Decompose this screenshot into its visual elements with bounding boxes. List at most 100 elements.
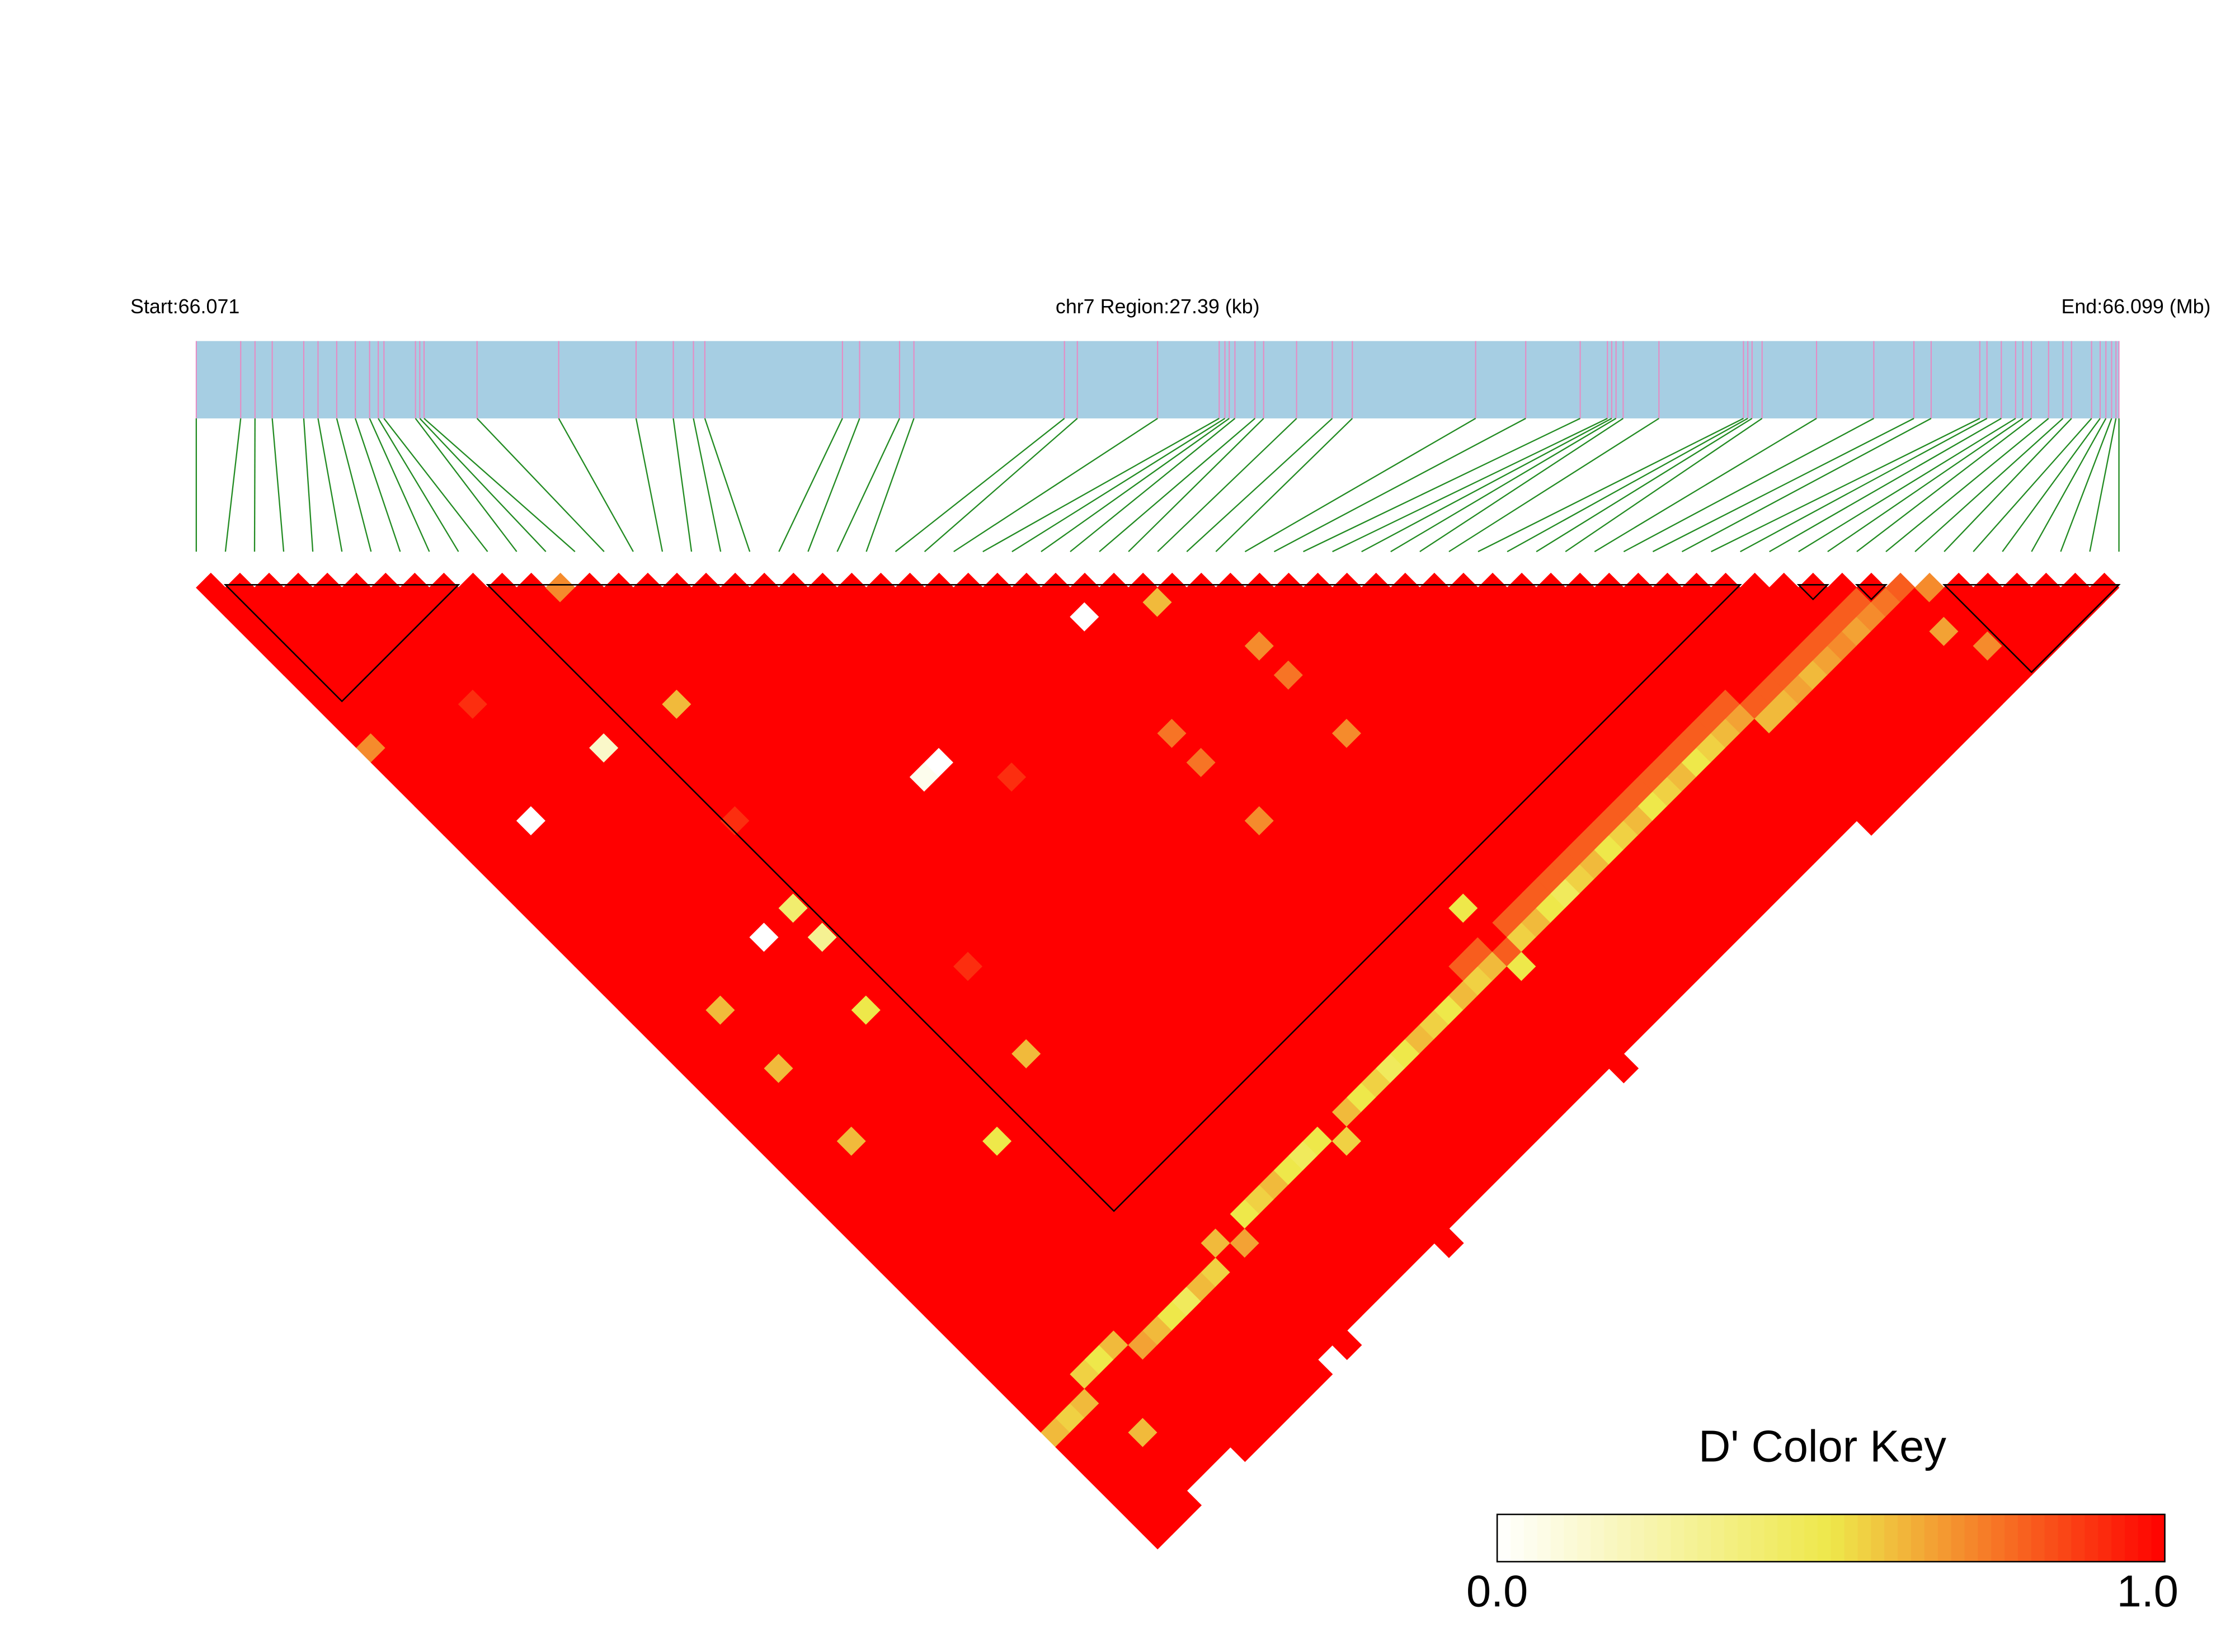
snp-link: [693, 418, 722, 552]
color-key-step: [1817, 1514, 1832, 1562]
color-key-step: [1523, 1514, 1538, 1562]
snp-link: [1507, 417, 1748, 553]
snp-link: [383, 418, 488, 552]
color-key-step: [1564, 1514, 1578, 1562]
snp-link: [2031, 418, 2107, 552]
snp-link: [982, 417, 1220, 553]
snp-link: [1011, 417, 1226, 553]
snp-link: [1536, 417, 1753, 553]
snp-link: [1070, 418, 1236, 552]
snp-link: [1041, 417, 1230, 553]
ld-block: [486, 584, 1742, 1212]
snp-link: [1361, 417, 1612, 553]
snp-link: [355, 418, 401, 552]
color-key-step: [2044, 1514, 2059, 1562]
color-key-step: [1831, 1514, 1845, 1562]
color-key-step: [1791, 1514, 1805, 1562]
color-key-step: [1898, 1514, 1912, 1562]
color-key-step: [2151, 1514, 2166, 1562]
color-key-tick-label: 1.0: [2117, 1566, 2178, 1616]
color-key-step: [2111, 1514, 2125, 1562]
color-key-step: [1777, 1514, 1791, 1562]
snp-link: [2060, 418, 2112, 552]
ld-cell: [2089, 572, 2120, 603]
snp-link: [1419, 417, 1624, 553]
ld-cell: [1331, 1330, 1362, 1361]
snp-link: [672, 418, 693, 552]
snp-link: [2002, 418, 2101, 552]
snp-link: [1914, 418, 2064, 552]
color-key-step: [1657, 1514, 1672, 1562]
snp-link: [1798, 417, 2016, 553]
color-key-step: [2017, 1514, 2032, 1562]
snp-link: [1623, 417, 1874, 553]
snp-link: [865, 418, 915, 552]
color-key-step: [1711, 1514, 1725, 1562]
color-key-step: [1951, 1514, 1965, 1562]
color-key-step: [1537, 1514, 1551, 1562]
snp-link: [369, 418, 430, 552]
color-key-title: D' Color Key: [1698, 1422, 1946, 1471]
snp-link: [558, 418, 634, 552]
color-key-step: [1630, 1514, 1645, 1562]
snp-link: [1448, 417, 1659, 553]
color-key-step: [1871, 1514, 1885, 1562]
color-key-step: [1604, 1514, 1618, 1562]
snp-link: [1711, 417, 1980, 553]
snp-link: [778, 418, 843, 552]
color-key-step: [1497, 1514, 1511, 1562]
snp-link: [1740, 417, 1988, 553]
color-key-border: [1496, 1513, 2166, 1562]
snp-link: [1565, 417, 1763, 553]
color-key-step: [1591, 1514, 1605, 1562]
snp-link: [1303, 417, 1581, 553]
snp-link: [1157, 418, 1297, 552]
snp-link: [271, 418, 285, 552]
color-key-step: [1550, 1514, 1565, 1562]
snp-link: [303, 418, 314, 552]
snp-link: [378, 418, 459, 552]
snp-link: [1594, 417, 1817, 553]
snp-link: [953, 417, 1158, 553]
snp-link: [424, 418, 576, 552]
snp-link: [1273, 417, 1526, 553]
snp-link: [1099, 418, 1256, 552]
snp-link: [1769, 417, 2002, 553]
snp-link: [1215, 418, 1353, 552]
snp-link: [1652, 417, 1914, 553]
snp-link: [807, 418, 860, 552]
color-key-step: [2124, 1514, 2139, 1562]
snp-link: [419, 418, 547, 552]
color-key-step: [1804, 1514, 1818, 1562]
start-label: Start:66.071: [130, 295, 239, 318]
snp-link: [476, 418, 605, 552]
color-key-step: [1737, 1514, 1752, 1562]
snp-link: [1885, 418, 2049, 552]
snp-link: [1390, 417, 1617, 553]
color-key-step: [1937, 1514, 1952, 1562]
snp-link: [1478, 417, 1744, 553]
ld-block: [1796, 584, 1829, 601]
color-key-step: [1697, 1514, 1711, 1562]
snp-link: [895, 418, 1065, 552]
snp-link: [224, 418, 242, 552]
snp-link: [1827, 417, 2024, 553]
region-label: chr7 Region:27.39 (kb): [1056, 295, 1260, 318]
snp-link: [1681, 417, 1932, 553]
snp-link: [635, 418, 664, 552]
ld-cell: [1171, 1490, 1202, 1521]
color-key-step: [1751, 1514, 1765, 1562]
color-key-tick-label: 0.0: [1466, 1566, 1528, 1616]
color-key-step: [2058, 1514, 2072, 1562]
color-key-step: [2138, 1514, 2152, 1562]
color-key-step: [1964, 1514, 1979, 1562]
snp-link: [336, 418, 372, 552]
color-key-step: [2031, 1514, 2045, 1562]
color-key-step: [1978, 1514, 1992, 1562]
color-key-step: [1724, 1514, 1738, 1562]
end-label: End:66.099 (Mb): [2061, 295, 2210, 318]
color-key-step: [1924, 1514, 1938, 1562]
snp-link: [1244, 417, 1476, 553]
